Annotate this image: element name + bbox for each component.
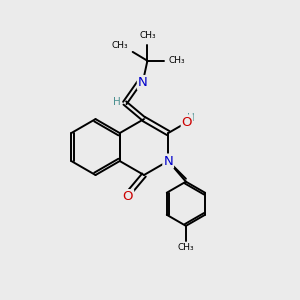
Text: H: H: [188, 112, 195, 123]
Text: H: H: [113, 97, 120, 106]
Text: CH₃: CH₃: [168, 56, 184, 65]
Text: N: N: [138, 76, 148, 89]
Text: O: O: [182, 116, 192, 128]
Text: CH₃: CH₃: [178, 243, 194, 252]
Text: CH₃: CH₃: [112, 40, 128, 50]
Text: O: O: [123, 190, 133, 203]
Text: N: N: [163, 154, 173, 167]
Text: CH₃: CH₃: [139, 31, 156, 40]
